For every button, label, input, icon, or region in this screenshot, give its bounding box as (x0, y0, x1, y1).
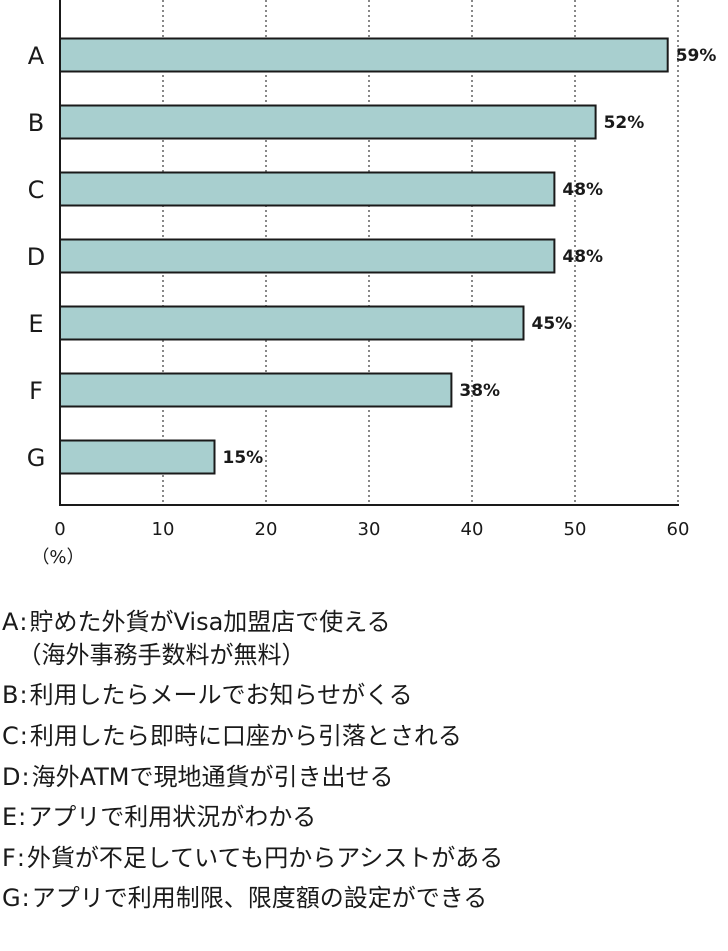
category-label-A: A (28, 42, 45, 70)
value-labels: 59% 52% 48% 48% 45% 38% 15% (223, 46, 717, 468)
legend-separator: : (21, 762, 30, 791)
category-label-C: C (28, 176, 45, 204)
x-unit-label: （%） (31, 547, 84, 568)
legend-item-D: D: 海外ATMで現地通貨が引き出せる (2, 761, 726, 794)
bars (59, 37, 669, 475)
legend-text-line: 利用したらメールでお知らせがくる (29, 681, 413, 710)
value-label-C: 48% (562, 180, 603, 200)
legend-text: アプリで利用状況がわかる (28, 801, 316, 834)
legend-item-F: F: 外貨が不足していても円からアシストがある (2, 842, 726, 875)
legend-separator: : (18, 803, 27, 832)
legend-text-line: 海外ATMで現地通貨が引き出せる (31, 762, 394, 791)
x-tick-label: 60 (667, 519, 690, 540)
legend-item-G: G: アプリで利用制限、限度額の設定ができる (2, 882, 726, 915)
legend-text-line: 利用したら即時に口座から引落とされる (29, 721, 462, 750)
legend-text: 外貨が不足していても円からアシストがある (27, 842, 503, 875)
legend-text-continuation: （海外事務手数料が無料） (17, 640, 306, 669)
value-label-B: 52% (604, 113, 645, 133)
legend-text: 貯めた外貨がVisa加盟店で使える （海外事務手数料が無料） (18, 606, 391, 671)
bar-G (59, 439, 216, 475)
legend-text: 利用したらメールでお知らせがくる (30, 679, 413, 712)
legend-key: G (2, 884, 21, 913)
legend-text-line: 貯めた外貨がVisa加盟店で使える (29, 608, 391, 636)
value-label-A: 59% (676, 46, 717, 66)
category-label-E: E (28, 310, 43, 338)
value-label-D: 48% (562, 247, 603, 267)
legend-separator: : (19, 608, 28, 636)
legend-item-A: A: 貯めた外貨がVisa加盟店で使える （海外事務手数料が無料） (2, 606, 726, 671)
bar-B (59, 104, 597, 140)
legend-separator: : (19, 721, 28, 750)
bar-E (59, 305, 525, 341)
x-tick-label: 40 (461, 519, 484, 540)
legend-text: 海外ATMで現地通貨が引き出せる (32, 761, 394, 794)
legend-key: F (2, 843, 16, 872)
legend-key: D (2, 762, 21, 791)
x-tick-label: 50 (564, 519, 587, 540)
grid-lines (162, 0, 679, 505)
legend-key: B (2, 681, 19, 710)
x-tick-label: 20 (255, 519, 278, 540)
x-tick-labels: 0 10 20 30 40 50 60 (54, 519, 689, 540)
legend-text-line: アプリで利用制限、限度額の設定ができる (31, 884, 488, 913)
value-label-F: 38% (459, 381, 500, 401)
value-label-G: 15% (223, 448, 264, 468)
legend-key: C (2, 721, 19, 750)
legend-key: A (2, 608, 19, 636)
x-tick-label: 30 (358, 519, 381, 540)
x-tick-label: 10 (152, 519, 175, 540)
legend-text-line: アプリで利用状況がわかる (28, 803, 317, 832)
bar-chart: A B C D E F G 59% 52% 48% 48% 45% 38% 15% 0 10 20 30 40 5… (27, 0, 717, 568)
x-tick-label: 0 (54, 519, 65, 540)
category-label-B: B (28, 109, 44, 137)
bar-F (59, 372, 453, 408)
legend-item-C: C: 利用したら即時に口座から引落とされる (2, 720, 726, 753)
legend-list: A: 貯めた外貨がVisa加盟店で使える （海外事務手数料が無料） B: 利用したらメー… (2, 606, 726, 923)
legend-item-B: B: 利用したらメールでお知らせがくる (2, 679, 726, 712)
bar-C (59, 171, 556, 207)
category-label-F: F (29, 377, 43, 405)
legend-text: アプリで利用制限、限度額の設定ができる (32, 882, 488, 915)
bar-A (59, 37, 669, 73)
legend-key: E (2, 803, 18, 832)
legend-text: 利用したら即時に口座から引落とされる (30, 720, 462, 753)
legend-text-line: 外貨が不足していても円からアシストがある (26, 843, 504, 872)
category-label-D: D (27, 243, 45, 271)
category-labels: A B C D E F G (27, 42, 46, 472)
category-label-G: G (27, 444, 46, 472)
value-label-E: 45% (532, 314, 573, 334)
legend-separator: : (21, 884, 30, 913)
bar-D (59, 238, 556, 274)
legend-separator: : (19, 681, 28, 710)
legend-separator: : (16, 843, 25, 872)
legend-item-E: E: アプリで利用状況がわかる (2, 801, 726, 834)
